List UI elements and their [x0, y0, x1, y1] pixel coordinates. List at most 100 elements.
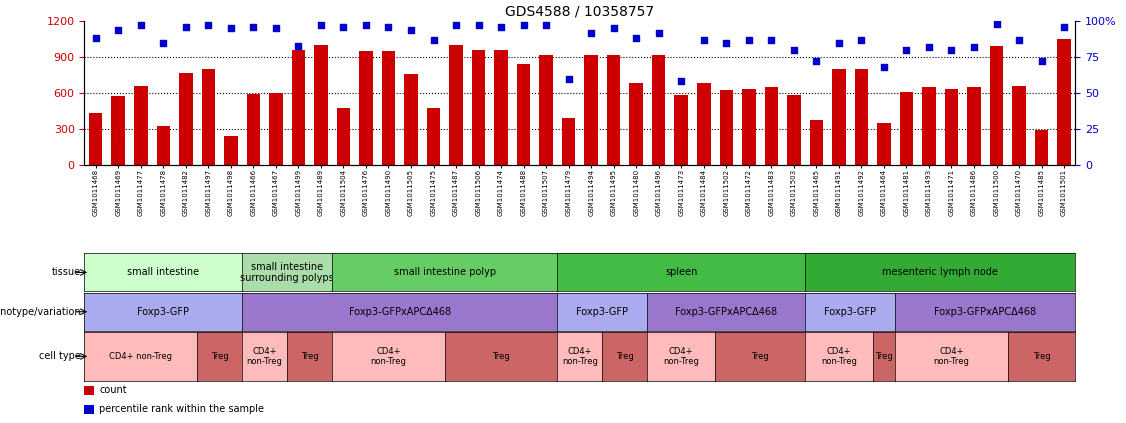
Text: CD4+
non-Treg: CD4+ non-Treg [562, 347, 598, 366]
Point [447, 22, 465, 29]
Bar [427, 108, 440, 165]
Point [582, 29, 600, 36]
FancyBboxPatch shape [84, 405, 95, 414]
Point [830, 39, 848, 46]
Bar [247, 94, 260, 165]
Text: CD4+
non-Treg: CD4+ non-Treg [663, 347, 699, 366]
Bar [877, 123, 891, 165]
Point [132, 22, 150, 29]
Point [402, 26, 420, 33]
Point [650, 29, 668, 36]
Point [627, 35, 645, 42]
Text: CD4+ non-Treg: CD4+ non-Treg [109, 352, 172, 361]
Point [740, 36, 758, 43]
Text: percentile rank within the sample: percentile rank within the sample [99, 404, 265, 414]
Bar [382, 51, 395, 165]
Bar [292, 50, 305, 165]
Bar [224, 136, 238, 165]
FancyBboxPatch shape [84, 386, 95, 395]
Text: CD4+
non-Treg: CD4+ non-Treg [247, 347, 283, 366]
Bar [629, 83, 643, 165]
Bar [494, 50, 508, 165]
Point [785, 47, 803, 53]
Bar [832, 69, 846, 165]
Bar [945, 89, 958, 165]
Bar [674, 95, 688, 165]
Text: count: count [99, 385, 127, 395]
Point [357, 22, 375, 29]
Bar [1057, 39, 1071, 165]
Text: tissue: tissue [52, 267, 81, 277]
Point [852, 36, 870, 43]
Text: small intestine polyp: small intestine polyp [394, 267, 495, 277]
Point [672, 78, 690, 85]
Bar [134, 86, 148, 165]
Bar [202, 69, 215, 165]
Point [154, 39, 172, 46]
Point [920, 44, 938, 50]
Text: Foxp3-GFP: Foxp3-GFP [577, 307, 628, 317]
Text: CD4+
non-Treg: CD4+ non-Treg [933, 347, 969, 366]
Bar [810, 120, 823, 165]
Text: Treg: Treg [875, 352, 893, 361]
Point [492, 24, 510, 30]
Point [289, 42, 307, 49]
Bar [404, 74, 418, 165]
Point [897, 47, 915, 53]
Point [109, 26, 127, 33]
Text: genotype/variation: genotype/variation [0, 307, 81, 317]
Text: Foxp3-GFP: Foxp3-GFP [824, 307, 876, 317]
Point [695, 36, 713, 43]
Bar [967, 87, 981, 165]
Point [965, 44, 983, 50]
Text: cell type: cell type [39, 352, 81, 361]
Bar [697, 83, 711, 165]
Text: Treg: Treg [301, 352, 319, 361]
Text: Treg: Treg [1033, 352, 1051, 361]
Bar [990, 46, 1003, 165]
Text: Treg: Treg [616, 352, 634, 361]
Bar [607, 55, 620, 165]
Bar [742, 89, 756, 165]
Bar [922, 87, 936, 165]
Bar [787, 95, 801, 165]
Text: Treg: Treg [492, 352, 510, 361]
Point [379, 24, 397, 30]
Point [334, 24, 352, 30]
Text: spleen: spleen [665, 267, 697, 277]
Point [807, 58, 825, 65]
Point [267, 25, 285, 32]
Text: Treg: Treg [751, 352, 769, 361]
Bar [449, 45, 463, 165]
Point [1010, 36, 1028, 43]
Point [762, 36, 780, 43]
Text: small intestine: small intestine [127, 267, 199, 277]
Point [560, 75, 578, 82]
Point [605, 25, 623, 32]
Title: GDS4588 / 10358757: GDS4588 / 10358757 [506, 5, 654, 19]
Bar [652, 55, 665, 165]
Bar [314, 45, 328, 165]
Text: CD4+
non-Treg: CD4+ non-Treg [370, 347, 406, 366]
Point [177, 24, 195, 30]
Bar [337, 108, 350, 165]
Bar [765, 87, 778, 165]
Bar [157, 126, 170, 165]
Point [515, 22, 533, 29]
Bar [111, 96, 125, 165]
Bar [269, 93, 283, 165]
Bar [1035, 130, 1048, 165]
Text: CD4+
non-Treg: CD4+ non-Treg [821, 347, 857, 366]
Point [425, 36, 443, 43]
Text: mesenteric lymph node: mesenteric lymph node [883, 267, 998, 277]
Point [470, 22, 488, 29]
Point [875, 63, 893, 70]
Bar [517, 64, 530, 165]
Bar [89, 113, 102, 165]
Bar [855, 69, 868, 165]
Point [942, 47, 960, 53]
Point [87, 35, 105, 42]
Point [199, 22, 217, 29]
Point [988, 21, 1006, 27]
Bar [720, 91, 733, 165]
